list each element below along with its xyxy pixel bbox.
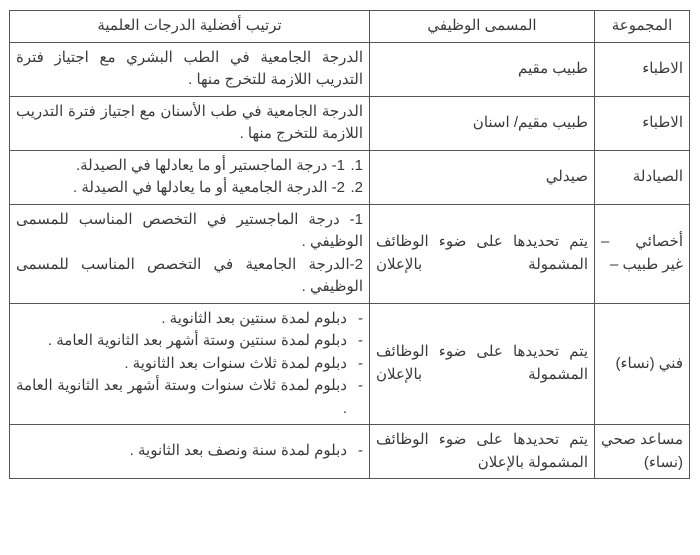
table-header-row: المجموعة المسمى الوظيفي ترتيب أفضلية الد… bbox=[10, 11, 690, 43]
cell-group: أخصائي – غير طبيب – bbox=[595, 204, 690, 303]
cell-title: طبيب مقيم bbox=[370, 42, 595, 96]
cell-group: مساعد صحي (نساء) bbox=[595, 425, 690, 479]
cell-degrees: الدرجة الجامعية في طب الأسنان مع اجتياز … bbox=[10, 96, 370, 150]
cell-group: فني (نساء) bbox=[595, 303, 690, 425]
degree-line: 1- درجة الماجستير في التخصص المناسب للمس… bbox=[16, 209, 363, 254]
qualifications-table: المجموعة المسمى الوظيفي ترتيب أفضلية الد… bbox=[9, 10, 690, 479]
cell-degrees: دبلوم لمدة سنة ونصف بعد الثانوية . bbox=[10, 425, 370, 479]
degree-line: 2- الدرجة الجامعية أو ما يعادلها في الصي… bbox=[16, 177, 345, 200]
degree-item: دبلوم لمدة سنتين بعد الثانوية . bbox=[16, 308, 363, 331]
table-row: أخصائي – غير طبيب – يتم تحديدها على ضوء … bbox=[10, 204, 690, 303]
table-row: مساعد صحي (نساء) يتم تحديدها على ضوء الو… bbox=[10, 425, 690, 479]
degree-line: 2-الدرجة الجامعية في التخصص المناسب للمس… bbox=[16, 254, 363, 299]
cell-degrees: 1.1- درجة الماجستير أو ما يعادلها في الص… bbox=[10, 150, 370, 204]
degree-line: 1- درجة الماجستير أو ما يعادلها في الصيد… bbox=[16, 155, 345, 178]
cell-title: يتم تحديدها على ضوء الوظائف المشمولة بال… bbox=[370, 204, 595, 303]
cell-title: يتم تحديدها على ضوء الوظائف المشمولة بال… bbox=[370, 303, 595, 425]
cell-group: الاطباء bbox=[595, 42, 690, 96]
cell-degrees: الدرجة الجامعية في الطب البشري مع اجتياز… bbox=[10, 42, 370, 96]
cell-group: الاطباء bbox=[595, 96, 690, 150]
cell-degrees: دبلوم لمدة سنتين بعد الثانوية . دبلوم لم… bbox=[10, 303, 370, 425]
degree-item: دبلوم لمدة سنتين وستة أشهر بعد الثانوية … bbox=[16, 330, 363, 353]
table-row: فني (نساء) يتم تحديدها على ضوء الوظائف ا… bbox=[10, 303, 690, 425]
table-row: الاطباء طبيب مقيم الدرجة الجامعية في الط… bbox=[10, 42, 690, 96]
cell-title: يتم تحديدها على ضوء الوظائف المشمولة بال… bbox=[370, 425, 595, 479]
table-row: الصيادلة صيدلي 1.1- درجة الماجستير أو ما… bbox=[10, 150, 690, 204]
degree-item: دبلوم لمدة ثلاث سنوات وستة أشهر بعد الثا… bbox=[16, 375, 363, 420]
cell-group: الصيادلة bbox=[595, 150, 690, 204]
col-title: المسمى الوظيفي bbox=[370, 11, 595, 43]
col-group: المجموعة bbox=[595, 11, 690, 43]
col-degrees: ترتيب أفضلية الدرجات العلمية bbox=[10, 11, 370, 43]
cell-title: طبيب مقيم/ اسنان bbox=[370, 96, 595, 150]
degree-item: دبلوم لمدة سنة ونصف بعد الثانوية . bbox=[16, 440, 363, 463]
table-row: الاطباء طبيب مقيم/ اسنان الدرجة الجامعية… bbox=[10, 96, 690, 150]
degree-item: دبلوم لمدة ثلاث سنوات بعد الثانوية . bbox=[16, 353, 363, 376]
cell-degrees: 1- درجة الماجستير في التخصص المناسب للمس… bbox=[10, 204, 370, 303]
cell-title: صيدلي bbox=[370, 150, 595, 204]
